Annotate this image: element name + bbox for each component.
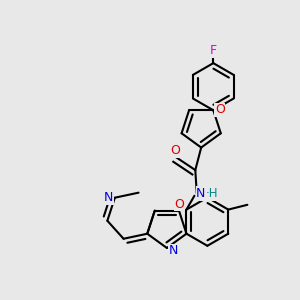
Text: N: N <box>104 191 113 204</box>
Text: ·H: ·H <box>206 188 218 200</box>
Text: O: O <box>171 144 181 158</box>
Text: N: N <box>196 187 206 200</box>
Text: O: O <box>175 198 184 211</box>
Text: O: O <box>215 103 225 116</box>
Text: N: N <box>169 244 178 257</box>
Text: F: F <box>210 44 217 57</box>
